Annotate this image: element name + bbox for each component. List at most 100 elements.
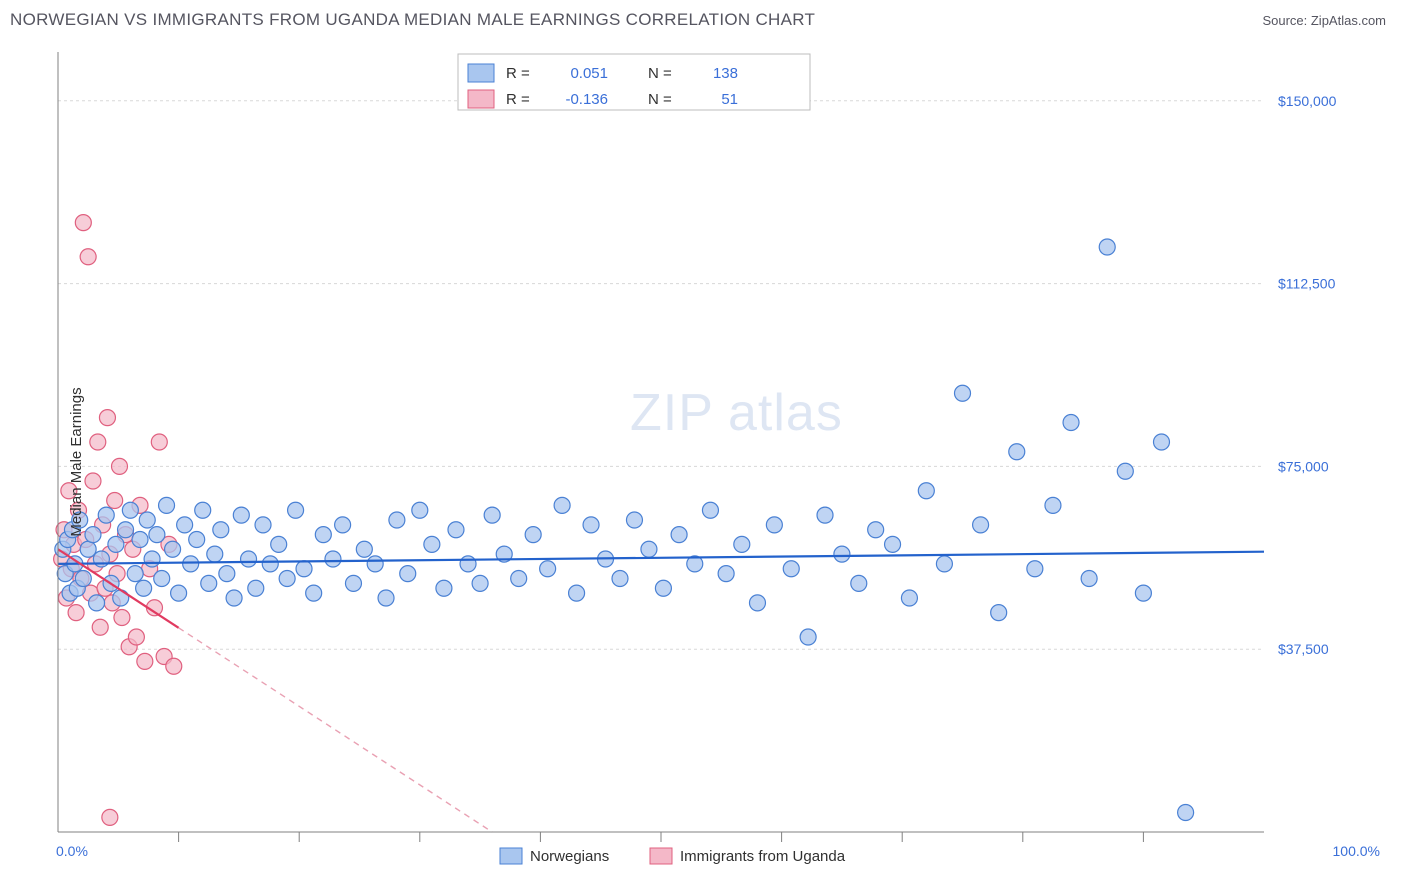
correlation-scatter-chart: $37,500$75,000$112,500$150,000ZIPatlas0.…	[10, 40, 1394, 884]
data-point	[356, 541, 372, 557]
data-point	[128, 629, 144, 645]
data-point	[195, 502, 211, 518]
data-point	[171, 585, 187, 601]
data-point	[144, 551, 160, 567]
data-point	[540, 561, 556, 577]
data-point	[118, 522, 134, 538]
chart-container: Median Male Earnings $37,500$75,000$112,…	[10, 40, 1394, 884]
data-point	[583, 517, 599, 533]
data-point	[108, 536, 124, 552]
data-point	[991, 605, 1007, 621]
data-point	[93, 551, 109, 567]
data-point	[626, 512, 642, 528]
legend-label: Norwegians	[530, 848, 609, 865]
trend-line-extrapolated	[179, 628, 493, 832]
data-point	[288, 502, 304, 518]
data-point	[868, 522, 884, 538]
data-point	[139, 512, 155, 528]
data-point	[800, 629, 816, 645]
data-point	[1153, 434, 1169, 450]
data-point	[85, 527, 101, 543]
data-point	[136, 580, 152, 596]
trend-line	[58, 552, 1264, 564]
data-point	[484, 507, 500, 523]
data-point	[151, 434, 167, 450]
data-point	[166, 658, 182, 674]
data-point	[851, 575, 867, 591]
data-point	[248, 580, 264, 596]
stats-r-label: R =	[506, 91, 530, 108]
data-point	[702, 502, 718, 518]
data-point	[936, 556, 952, 572]
data-point	[389, 512, 405, 528]
legend-swatch	[500, 848, 522, 864]
data-point	[511, 571, 527, 587]
data-point	[817, 507, 833, 523]
data-point	[612, 571, 628, 587]
data-point	[1027, 561, 1043, 577]
data-point	[75, 571, 91, 587]
data-point	[525, 527, 541, 543]
data-point	[1063, 415, 1079, 431]
data-point	[183, 556, 199, 572]
data-point	[378, 590, 394, 606]
data-point	[1135, 585, 1151, 601]
data-point	[569, 585, 585, 601]
data-point	[233, 507, 249, 523]
data-point	[641, 541, 657, 557]
data-point	[345, 575, 361, 591]
data-point	[655, 580, 671, 596]
data-point	[325, 551, 341, 567]
y-tick-label: $112,500	[1278, 276, 1336, 292]
data-point	[1009, 444, 1025, 460]
data-point	[1117, 463, 1133, 479]
data-point	[177, 517, 193, 533]
data-point	[107, 493, 123, 509]
data-point	[296, 561, 312, 577]
series-points	[55, 239, 1194, 821]
data-point	[315, 527, 331, 543]
data-point	[159, 497, 175, 513]
data-point	[734, 536, 750, 552]
data-point	[262, 556, 278, 572]
y-tick-label: $37,500	[1278, 641, 1329, 657]
data-point	[1099, 239, 1115, 255]
data-point	[98, 507, 114, 523]
data-point	[92, 619, 108, 635]
data-point	[918, 483, 934, 499]
data-point	[113, 590, 129, 606]
data-point	[749, 595, 765, 611]
data-point	[436, 580, 452, 596]
data-point	[99, 410, 115, 426]
y-axis-label: Median Male Earnings	[68, 387, 85, 536]
stats-n-value: 51	[721, 91, 738, 108]
data-point	[89, 595, 105, 611]
data-point	[1178, 805, 1194, 821]
data-point	[671, 527, 687, 543]
data-point	[973, 517, 989, 533]
data-point	[279, 571, 295, 587]
data-point	[1081, 571, 1097, 587]
data-point	[207, 546, 223, 562]
data-point	[306, 585, 322, 601]
data-point	[226, 590, 242, 606]
data-point	[68, 605, 84, 621]
data-point	[718, 566, 734, 582]
data-point	[201, 575, 217, 591]
data-point	[154, 571, 170, 587]
stats-r-label: R =	[506, 65, 530, 82]
data-point	[80, 541, 96, 557]
y-tick-label: $150,000	[1278, 93, 1337, 109]
data-point	[901, 590, 917, 606]
data-point	[132, 532, 148, 548]
data-point	[255, 517, 271, 533]
data-point	[766, 517, 782, 533]
chart-title: NORWEGIAN VS IMMIGRANTS FROM UGANDA MEDI…	[10, 10, 815, 30]
stats-n-label: N =	[648, 65, 672, 82]
data-point	[137, 653, 153, 669]
data-point	[241, 551, 257, 567]
data-point	[367, 556, 383, 572]
data-point	[460, 556, 476, 572]
data-point	[271, 536, 287, 552]
data-point	[149, 527, 165, 543]
